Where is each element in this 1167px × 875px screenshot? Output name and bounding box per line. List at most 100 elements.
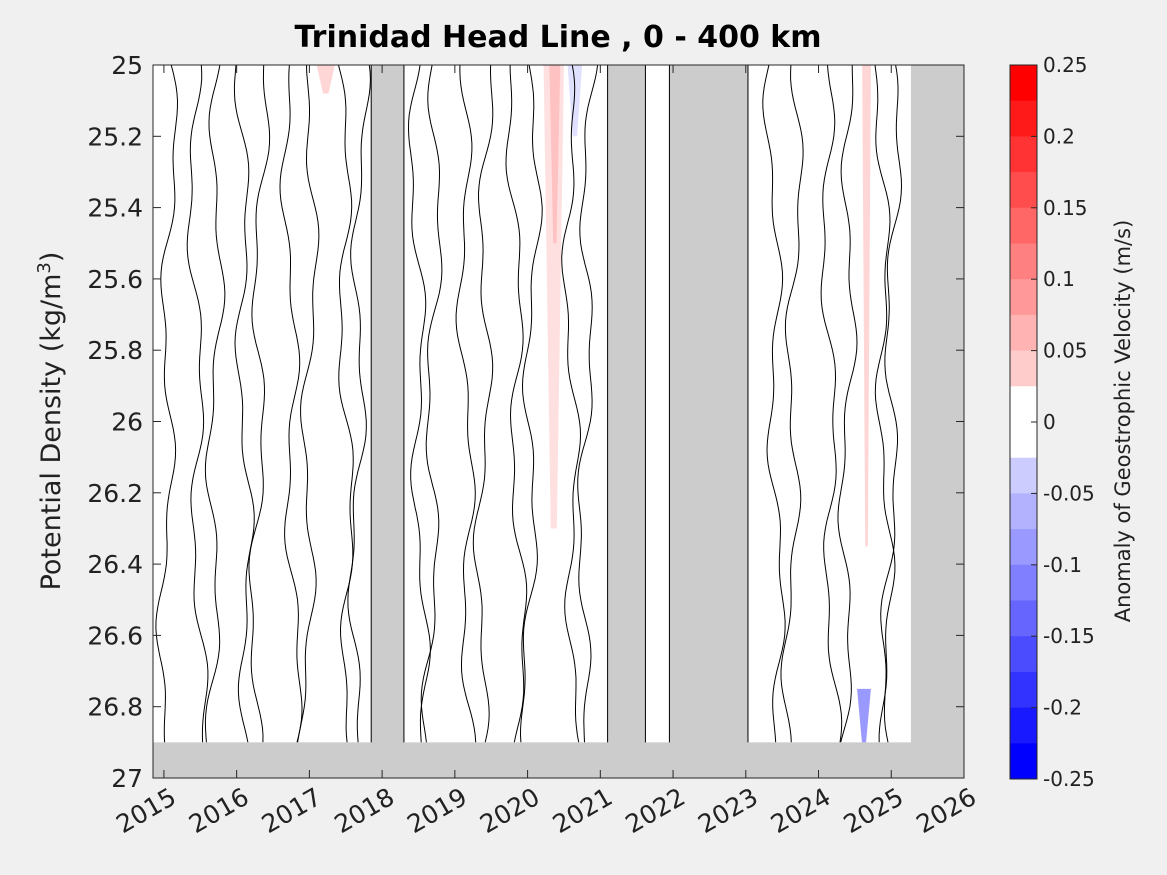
y-axis-label-close: ): [36, 252, 67, 263]
y-axis-label-main: Potential Density (kg/m: [36, 274, 67, 591]
no-data-regions: [153, 64, 964, 779]
x-tick-label-5: 2020: [475, 782, 545, 839]
x-tick-label-3: 2018: [330, 782, 400, 839]
colorbar-bin-8: [1010, 350, 1037, 387]
contour-line-18: [780, 64, 804, 743]
colorbar-bin-5: [1010, 243, 1037, 280]
colorbar-bin-17: [1010, 671, 1037, 709]
x-tick-label-7: 2022: [620, 782, 690, 839]
y-tick-label-0: 25: [111, 51, 143, 80]
colorbar-tick-label-10: -0.25: [1043, 767, 1095, 791]
colorbar-tick-label-5: 0: [1043, 410, 1056, 434]
colorbar-bin-10: [1010, 422, 1037, 459]
contour-line-12: [472, 64, 494, 743]
contour-line-10: [420, 64, 443, 743]
colorbar-bin-9: [1010, 386, 1037, 423]
contour-line-17: [762, 64, 786, 743]
colorbar-bin-6: [1010, 279, 1037, 316]
colorbar-tick-label-2: 0.15: [1043, 196, 1088, 220]
y-tick-label-4: 25.8: [87, 336, 143, 365]
x-tick-label-4: 2019: [402, 782, 472, 839]
contour-line-19: [820, 64, 843, 743]
x-tick-label-8: 2023: [693, 782, 763, 839]
x-tick-label-10: 2025: [839, 782, 909, 839]
colorbar-tick-label-4: 0.05: [1043, 339, 1088, 363]
y-tick-label-9: 26.8: [87, 693, 143, 722]
colorbar-bin-0: [1010, 65, 1037, 102]
colorbar-bin-7: [1010, 314, 1037, 352]
y-tick-label-6: 26.2: [87, 479, 143, 508]
colorbar-tick-label-7: -0.1: [1043, 553, 1082, 577]
y-axis: 25 25.2 25.4 25.6 25.8 26 26.2 26.4 26.6 26.8 27: [87, 51, 964, 793]
anomaly-patch-1: [543, 65, 564, 529]
contour-line-15: [561, 64, 582, 743]
contour-line-8: [347, 64, 371, 743]
y-tick-label-8: 26.6: [87, 621, 143, 650]
no-data-region-4: [153, 742, 964, 778]
x-tick-label-11: 2026: [911, 782, 981, 839]
colorbar-bin-18: [1010, 707, 1037, 744]
contour-line-11: [455, 65, 477, 743]
contour-line-4: [248, 64, 271, 743]
y-axis-label-superscript: 3: [34, 262, 55, 273]
colorbar-tick-label-3: 0.1: [1043, 267, 1075, 291]
contour-line-1: [186, 64, 209, 743]
contour-line-13: [505, 64, 528, 743]
colorbar-bin-3: [1010, 172, 1037, 209]
contour-line-22: [880, 64, 903, 743]
contour-line-5: [279, 64, 303, 743]
colorbar-bin-1: [1010, 100, 1037, 137]
colorbar-bin-11: [1010, 457, 1037, 494]
x-tick-label-2: 2017: [257, 782, 327, 839]
x-tick-label-1: 2016: [184, 782, 254, 839]
contour-lines: [155, 64, 903, 743]
colorbar-tick-label-6: -0.05: [1043, 481, 1095, 505]
y-tick-label-10: 27: [111, 764, 143, 793]
colorbar-bin-15: [1010, 600, 1037, 637]
y-tick-label-3: 25.6: [87, 265, 143, 294]
contour-line-9: [407, 64, 431, 743]
anomaly-patch-2: [549, 65, 561, 244]
colorbar-bin-16: [1010, 636, 1037, 673]
colorbar-bin-19: [1010, 743, 1037, 780]
colorbar-bin-4: [1010, 207, 1037, 244]
no-data-region-1: [607, 64, 646, 779]
y-tick-label-1: 25.2: [87, 122, 143, 151]
contour-line-2: [204, 64, 226, 743]
colorbar-tick-label-8: -0.15: [1043, 624, 1095, 648]
colorbar: 0.25 0.2 0.15 0.1 0.05 0 -0.05 -0.1 -0.15 -0.2 -0.…: [1009, 53, 1095, 791]
colorbar-tick-label-9: -0.2: [1043, 696, 1082, 720]
colorbar-tick-label-1: 0.2: [1043, 124, 1075, 148]
no-data-region-0: [370, 64, 405, 779]
colorbar-bin-2: [1010, 136, 1037, 173]
colorbar-bin-14: [1010, 564, 1037, 601]
contour-line-14: [519, 64, 543, 743]
no-data-region-3: [910, 65, 964, 778]
contour-line-6: [297, 64, 320, 743]
anomaly-patch-4: [862, 65, 871, 547]
no-data-region-2: [668, 64, 749, 779]
contour-line-3: [233, 64, 255, 743]
plot-area: [152, 64, 965, 779]
contour-line-0: [155, 64, 179, 743]
y-tick-label-7: 26.4: [87, 550, 143, 579]
colorbar-bin-12: [1010, 493, 1037, 530]
contour-line-7: [338, 64, 354, 743]
anomaly-patch-0: [316, 65, 335, 94]
contour-line-21: [874, 64, 896, 743]
colorbar-label: Anomaly of Geostrophic Velocity (m/s): [1111, 220, 1135, 623]
anomaly-patch-5: [857, 688, 871, 743]
contour-line-16: [577, 64, 599, 743]
x-tick-label-6: 2021: [548, 782, 618, 839]
y-tick-label-2: 25.4: [87, 194, 143, 223]
y-axis-label: Potential Density (kg/m3): [34, 252, 67, 591]
x-tick-label-9: 2024: [766, 782, 836, 839]
colorbar-tick-label-0: 0.25: [1043, 53, 1088, 77]
anomaly-patches: [316, 65, 871, 743]
chart-title: Trinidad Head Line , 0 - 400 km: [294, 20, 821, 55]
y-tick-label-5: 26: [111, 408, 143, 437]
anomaly-patch-3: [567, 65, 583, 137]
colorbar-bin-13: [1010, 529, 1037, 566]
contour-line-20: [837, 64, 858, 743]
